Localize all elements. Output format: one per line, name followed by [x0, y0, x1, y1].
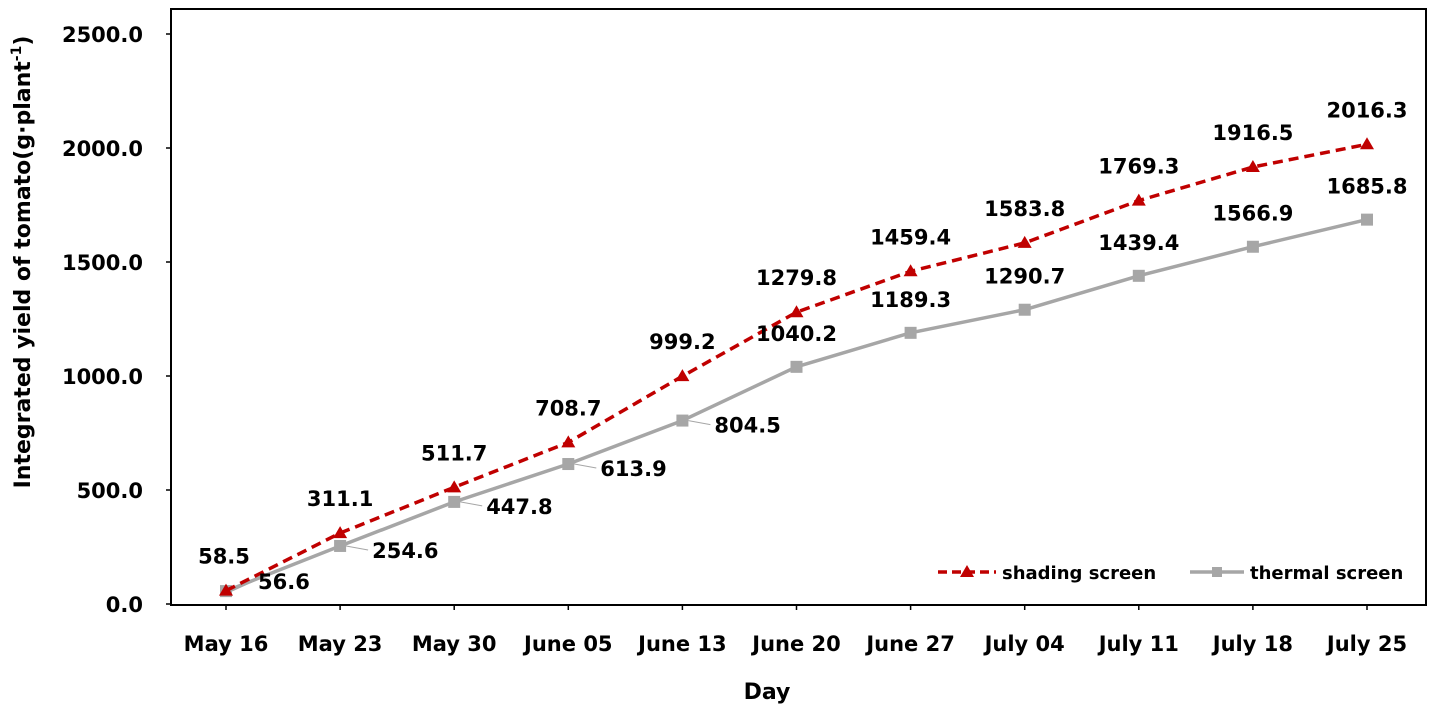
- thermal-screen-data-label: 56.6: [258, 570, 310, 594]
- x-axis-title: Day: [744, 680, 791, 705]
- y-axis-title-main: Integrated yield of tomato(g·plant: [11, 61, 36, 489]
- legend-shading-label: shading screen: [1002, 563, 1156, 584]
- thermal-screen-data-label: 254.6: [372, 539, 438, 563]
- thermal-screen-point: [1132, 269, 1145, 282]
- x-tick-label: July 18: [1211, 632, 1293, 656]
- shading-screen-data-label: 1916.5: [1212, 121, 1293, 145]
- shading-screen-data-label: 1583.8: [984, 197, 1065, 221]
- legend-shading-marker: [960, 565, 974, 577]
- thermal-screen-leader-line: [346, 545, 369, 551]
- shading-screen-point: [1245, 160, 1260, 173]
- shading-screen-line: [225, 142, 1368, 593]
- thermal-screen-data-label: 1439.4: [1098, 231, 1179, 255]
- series-layer: [219, 137, 1374, 598]
- shading-screen-data-label: 1459.4: [870, 225, 951, 249]
- thermal-screen-point: [676, 414, 689, 427]
- thermal-screen-point: [1246, 240, 1259, 253]
- thermal-screen-point: [448, 495, 461, 508]
- x-tick-label: June 13: [636, 632, 727, 656]
- shading-screen-data-label: 999.2: [649, 330, 715, 354]
- thermal-screen-data-label: 1290.7: [984, 265, 1065, 289]
- y-tick-label: 1500.0: [62, 251, 143, 275]
- thermal-screen-point: [562, 458, 575, 471]
- y-axis-title: Integrated yield of tomato(g·plant-1): [9, 36, 36, 489]
- thermal-screen-leader-line: [574, 463, 597, 469]
- shading-screen-data-label: 311.1: [307, 487, 373, 511]
- shading-screen-point: [903, 264, 918, 277]
- y-tick-label: 1000.0: [62, 365, 143, 389]
- x-tick-label: June 27: [864, 632, 955, 656]
- x-axis-ticks: May 16 May 23 May 30 June 05 June 13 June 20 J…: [184, 605, 1407, 656]
- shading-screen-data-label: 1279.8: [756, 266, 837, 290]
- x-tick-label: July 11: [1097, 632, 1179, 656]
- legend-thermal-marker: [1212, 567, 1222, 577]
- shading-screen-data-label: 2016.3: [1326, 98, 1407, 122]
- thermal-screen-point: [334, 539, 347, 552]
- thermal-screen-data-label: 447.8: [486, 495, 552, 519]
- shading-screen-point: [447, 480, 462, 493]
- shading-screen-data-label: 511.7: [421, 441, 487, 465]
- shading-screen-point: [1360, 137, 1374, 150]
- thermal-screen-data-label: 1040.2: [756, 322, 837, 346]
- x-tick-label: July 04: [983, 632, 1065, 656]
- thermal-screen-data-label: 613.9: [600, 457, 666, 481]
- x-tick-label: June 05: [522, 632, 613, 656]
- thermal-screen-data-label: 1189.3: [870, 288, 951, 312]
- thermal-screen-data-label: 804.5: [714, 414, 780, 438]
- y-tick-label: 0.0: [106, 593, 143, 617]
- thermal-screen-data-label: 1685.8: [1326, 175, 1407, 199]
- shading-screen-point: [219, 583, 233, 596]
- shading-screen-point: [675, 369, 690, 382]
- legend: shading screen thermal screen: [938, 563, 1403, 584]
- x-tick-label: July 25: [1325, 632, 1407, 656]
- shading-screen-data-label: 1769.3: [1098, 155, 1179, 179]
- plot-area-frame: [170, 8, 1427, 606]
- thermal-screen-leader-line: [688, 420, 711, 426]
- shading-screen-point: [1131, 193, 1146, 206]
- shading-screen-point: [333, 526, 348, 539]
- shading-screen-data-label: 58.5: [198, 545, 250, 569]
- legend-thermal-label: thermal screen: [1250, 563, 1403, 584]
- y-tick-label: 500.0: [77, 479, 143, 503]
- thermal-screen-point: [1361, 213, 1373, 226]
- x-tick-label: May 23: [298, 632, 383, 656]
- y-axis-title-close: ): [11, 36, 36, 46]
- thermal-screen-leader-line: [460, 501, 483, 507]
- y-axis-title-superscript: -1: [9, 46, 25, 62]
- thermal-screen-point: [1018, 303, 1031, 316]
- shading-screen-data-label: 708.7: [535, 396, 601, 420]
- shading-screen-point: [561, 435, 576, 448]
- y-tick-label: 2000.0: [62, 137, 143, 161]
- x-tick-label: June 20: [750, 632, 841, 656]
- thermal-screen-leader-line: [231, 580, 255, 592]
- x-tick-label: May 30: [412, 632, 497, 656]
- thermal-screen-data-label: 1566.9: [1212, 202, 1293, 226]
- data-labels: 58.5 311.1 511.7 708.7 999.2 1279.8 1459.4 1583…: [198, 98, 1407, 594]
- y-tick-label: 2500.0: [62, 23, 143, 47]
- shading-screen-point: [1017, 235, 1032, 248]
- thermal-screen-point: [904, 326, 917, 339]
- y-axis-ticks: 0.0 500.0 1000.0 1500.0 2000.0 2500.0: [62, 23, 171, 617]
- shading-screen-point: [789, 305, 804, 318]
- x-tick-label: May 16: [184, 632, 269, 656]
- thermal-screen-point: [790, 360, 803, 373]
